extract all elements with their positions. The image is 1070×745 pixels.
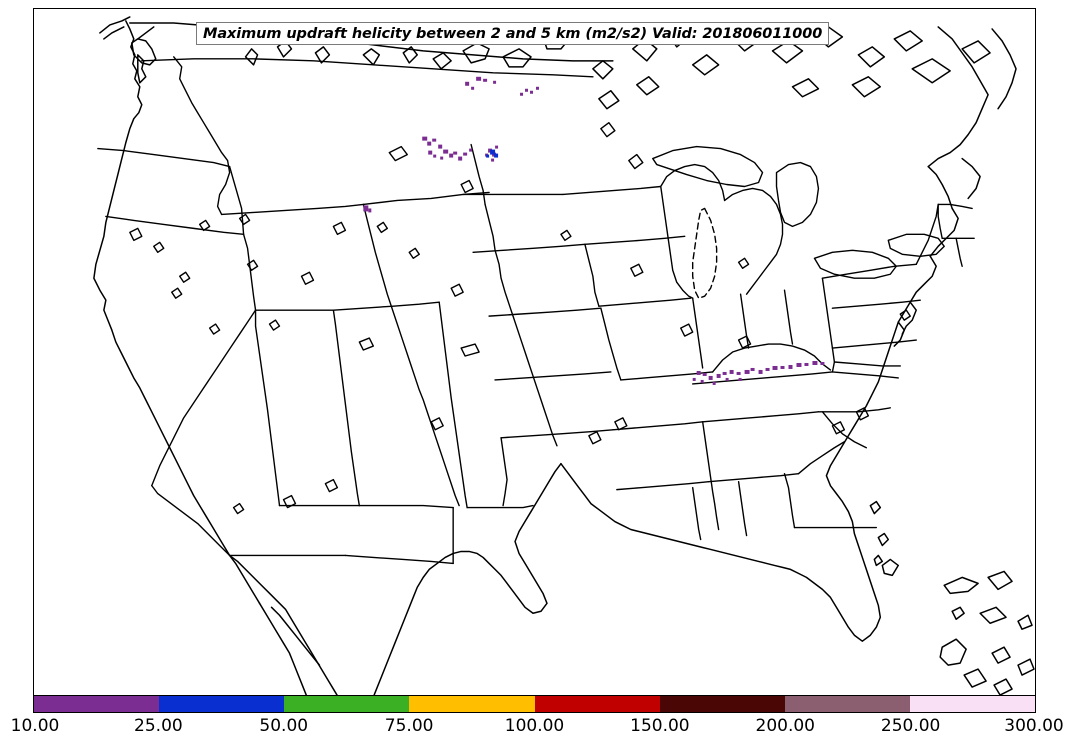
colorbar-tick-label-0: 10.00 xyxy=(10,716,60,736)
plot-title-box: Maximum updraft helicity between 2 and 5… xyxy=(196,22,830,45)
colorbar-segment-1 xyxy=(159,696,285,712)
colorbar-segment-4 xyxy=(534,696,660,712)
colorbar-tick-label-7: 250.00 xyxy=(880,716,941,736)
plot-title: Maximum updraft helicity between 2 and 5… xyxy=(203,25,823,42)
map-geography xyxy=(93,16,1035,704)
colorbar-segment-6 xyxy=(784,696,910,712)
state-borders-layer xyxy=(97,56,975,565)
colorbar-tick-label-6: 200.00 xyxy=(755,716,815,736)
colorbar-segment-2 xyxy=(284,696,410,712)
colorbar-segment-0 xyxy=(34,696,160,712)
coastline-layer xyxy=(93,16,1035,704)
colorbar-tick-label-2: 50.00 xyxy=(259,716,309,736)
colorbar-tick-label-1: 25.00 xyxy=(134,716,183,736)
colorbar-tick-labels: 10.00 25.00 50.00 75.00 100.00 150.00 200.00 25… xyxy=(0,716,1070,744)
colorbar-tick-label-4: 100.00 xyxy=(504,716,565,736)
colorbar-segment-3 xyxy=(409,696,535,712)
updraft-helicity-patches xyxy=(363,76,825,385)
colorbar-segment-7 xyxy=(909,696,1035,712)
colorbar-tick-label-5: 150.00 xyxy=(630,716,690,736)
colorbar xyxy=(33,695,1036,713)
colorbar-segment-5 xyxy=(659,696,785,712)
map-plot-area xyxy=(33,8,1036,712)
colorbar-segments xyxy=(33,695,1036,713)
colorbar-tick-label-8: 300.00 xyxy=(1004,716,1064,736)
colorbar-tick-label-3: 75.00 xyxy=(384,716,434,736)
